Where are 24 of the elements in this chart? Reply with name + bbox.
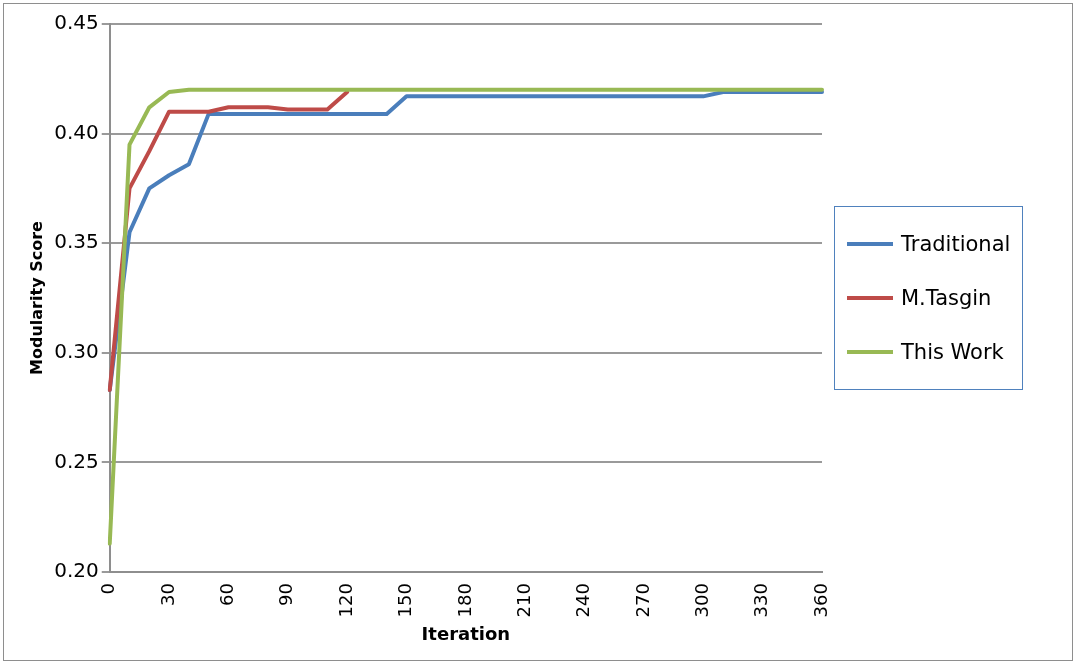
y-axis-title: Modularity Score <box>26 220 46 375</box>
y-tick-label: 0.45 <box>54 10 99 35</box>
legend-label: Traditional <box>901 232 1011 257</box>
y-tick-label: 0.40 <box>54 119 99 144</box>
x-axis-title: Iteration <box>421 622 511 644</box>
y-tick-label: 0.30 <box>54 339 99 364</box>
x-tick-label: 0 <box>97 583 119 595</box>
x-tick-label: 150 <box>394 583 416 618</box>
x-tick-label: 60 <box>216 583 238 606</box>
x-tick-label: 180 <box>453 583 475 618</box>
y-tick-label: 0.35 <box>54 229 99 254</box>
x-tick-label: 300 <box>690 583 712 618</box>
x-tick-label: 270 <box>631 583 653 618</box>
x-tick-label: 120 <box>334 583 356 618</box>
y-tick-label: 0.20 <box>54 558 99 583</box>
legend-label: M.Tasgin <box>901 286 992 311</box>
x-tick-label: 30 <box>156 583 178 606</box>
x-tick-label: 210 <box>512 583 534 618</box>
x-tick-label: 90 <box>275 583 297 606</box>
y-tick-label: 0.25 <box>54 448 99 473</box>
x-tick-label: 240 <box>572 583 594 618</box>
x-tick-label: 360 <box>809 583 831 618</box>
legend-label: This Work <box>901 340 1004 365</box>
x-tick-label: 330 <box>750 583 772 618</box>
